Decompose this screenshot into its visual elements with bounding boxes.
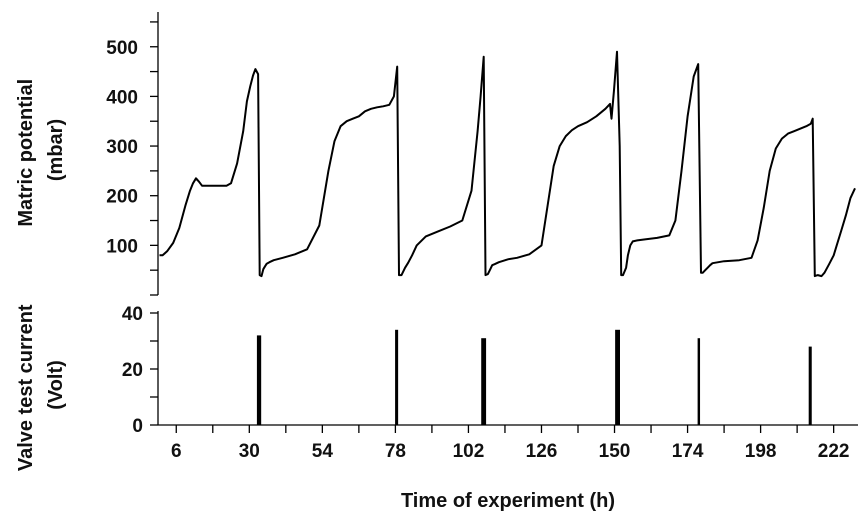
top-y-ticks: 100 200 300 400 500 (106, 21, 158, 296)
matric-potential-series-line (159, 50, 856, 278)
top-y-axis-title-line1: Matric potential (15, 79, 37, 227)
top-y-tick-label: 200 (106, 187, 138, 208)
top-y-tick-label: 300 (106, 137, 138, 158)
x-ticks: 6 30 54 78 102 126 150 174 198 222 (171, 425, 850, 462)
top-y-tick-label: 400 (106, 87, 138, 108)
x-axis-title: Time of experiment (h) (401, 490, 615, 512)
top-y-axis-title-line2: (mbar) (45, 119, 67, 181)
x-tick-label: 174 (672, 441, 704, 462)
bottom-panel: 0 20 40 6 30 54 78 102 126 150 174 198 222 Valve te… (15, 299, 858, 512)
top-y-axis-title: Matric potential (mbar) (15, 73, 67, 226)
top-panel: 100 200 300 400 500 Matric potential (mbar) (15, 12, 856, 296)
valve-pulses (256, 329, 812, 425)
valve-pulse-bar (481, 338, 487, 425)
x-tick-label: 126 (526, 441, 558, 462)
bottom-y-tick-label: 20 (122, 360, 143, 381)
x-tick-label: 30 (239, 441, 260, 462)
valve-pulse-bar (615, 329, 620, 425)
bottom-y-axis-title: Valve test current (Volt) (15, 299, 67, 471)
bottom-y-tick-label: 40 (122, 304, 143, 325)
bottom-y-axis-title-line2: (Volt) (45, 360, 67, 410)
x-tick-label: 78 (385, 441, 406, 462)
bottom-y-tick-label: 0 (132, 416, 143, 437)
x-tick-label: 102 (453, 441, 485, 462)
x-tick-label: 198 (745, 441, 777, 462)
bottom-y-axis-title-line1: Valve test current (15, 304, 37, 471)
valve-pulse-bar (395, 329, 399, 425)
x-tick-label: 54 (312, 441, 334, 462)
x-tick-label: 6 (171, 441, 182, 462)
valve-pulse-bar (808, 346, 812, 425)
bottom-y-ticks: 0 20 40 (122, 304, 158, 437)
top-y-tick-label: 500 (106, 38, 138, 59)
valve-pulse-bar (256, 335, 262, 425)
x-tick-label: 222 (818, 441, 850, 462)
valve-pulse-bar (697, 338, 701, 425)
top-y-tick-label: 100 (106, 236, 138, 257)
x-tick-label: 150 (599, 441, 631, 462)
